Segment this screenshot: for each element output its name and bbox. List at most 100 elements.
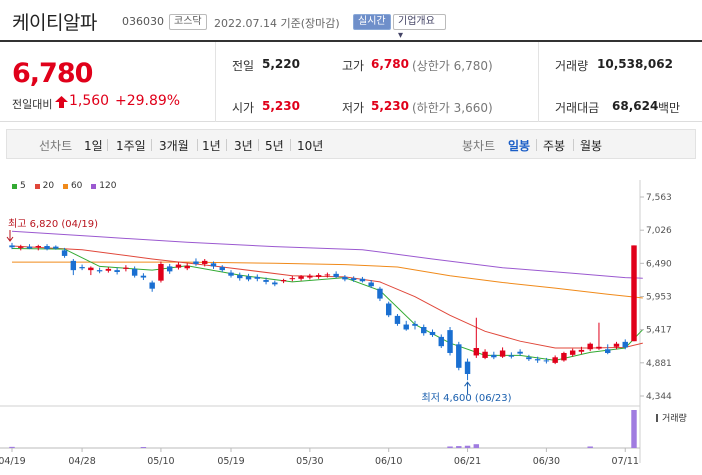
candlestick-chart[interactable]: 7,563 7,026 6,490 5,953 5,417 4,881 4,344 04/1… (0, 180, 702, 475)
candle-body (517, 351, 523, 354)
candle (333, 271, 339, 279)
candle-body (70, 260, 77, 271)
period-5y[interactable]: 5년 (265, 139, 284, 153)
candle-daily[interactable]: 일봉 (508, 139, 531, 153)
candle (622, 339, 628, 350)
period-1w[interactable]: 1주일 (116, 139, 146, 153)
candle (202, 259, 208, 267)
candle (61, 247, 68, 258)
candle-body (385, 303, 392, 316)
candle (184, 263, 190, 271)
x-tick-label: 04/28 (68, 456, 95, 467)
period-3m[interactable]: 3개월 (159, 139, 189, 153)
period-divider (573, 139, 574, 151)
candle-body (464, 361, 471, 374)
ma5-swatch (12, 183, 17, 189)
volume-bars (9, 410, 637, 448)
candle-body (131, 268, 138, 276)
candle (166, 263, 173, 274)
candle (315, 273, 322, 279)
candle (193, 258, 199, 266)
candle (245, 273, 252, 282)
ma60-swatch (62, 183, 68, 189)
candle-body (421, 327, 427, 334)
candle (403, 320, 409, 331)
legend-ma5-label: 5 (20, 181, 26, 191)
candle-body (114, 270, 120, 272)
legend-ma5[interactable]: 5 (12, 181, 26, 191)
lower-limit: (하한가 3,660) (412, 101, 493, 115)
period-1y[interactable]: 1년 (202, 139, 221, 153)
candle-body (429, 331, 436, 336)
candle-weekly[interactable]: 주봉 (543, 139, 566, 153)
volume-bar (473, 444, 480, 448)
chart-annotations: 최고 6,820 (04/19) 최저 4,600 (06/23) 거래량 (6, 218, 687, 424)
chart-period-bar: 선차트 1일 1주일 3개월 1년 3년 5년 10년 봉차트 일봉 주봉 월봉 (6, 129, 696, 159)
candle (605, 344, 611, 355)
candle-body (359, 278, 366, 282)
line-chart-label: 선차트 (39, 139, 73, 153)
ma5-line (11, 248, 644, 361)
candle-body (350, 278, 357, 281)
company-info-dropdown[interactable]: 기업개요 ▾ (393, 14, 446, 41)
candle-body (412, 323, 418, 326)
candle (491, 351, 497, 360)
realtime-button[interactable]: 실시간 (353, 14, 391, 30)
candle-body (508, 355, 515, 357)
volume-bar (456, 446, 462, 448)
candle (158, 261, 164, 283)
candle-monthly[interactable]: 월봉 (580, 139, 603, 153)
candle (219, 265, 225, 272)
up-arrow-icon (55, 96, 68, 108)
volume-value: 10,538,062 (597, 57, 673, 71)
candle-body (526, 357, 532, 360)
candle (123, 265, 129, 272)
candle-body (123, 267, 129, 269)
candle (473, 317, 480, 358)
candle (263, 277, 269, 285)
period-10y[interactable]: 10년 (297, 139, 324, 153)
y-tick-label: 4,881 (646, 359, 672, 369)
candle (44, 244, 50, 251)
period-1d[interactable]: 1일 (84, 139, 103, 153)
volume-label: 거래량 (555, 59, 589, 73)
upper-limit: (상한가 6,780) (412, 59, 493, 73)
candle-body (53, 246, 59, 249)
candle-body (596, 346, 602, 349)
candle (324, 272, 331, 278)
period-divider (258, 139, 259, 151)
y-tick-label: 7,563 (646, 193, 672, 203)
candle-body (9, 245, 15, 248)
period-3y[interactable]: 3년 (234, 139, 253, 153)
candle (412, 320, 418, 330)
x-tick-label: 05/10 (147, 456, 174, 467)
legend-ma20-label: 20 (42, 181, 55, 191)
candle-body (613, 343, 620, 347)
lowest-price-annotation: 최저 4,600 (06/23) (422, 392, 512, 404)
candle-body (333, 273, 339, 277)
candle (350, 276, 357, 282)
candle-body (158, 263, 164, 281)
market-badge: 코스닥 (169, 14, 207, 30)
period-divider (197, 139, 198, 151)
candle (534, 356, 541, 363)
ma20-swatch (34, 183, 40, 189)
period-divider (107, 139, 108, 151)
candle (447, 327, 453, 356)
x-tick-label: 05/30 (296, 456, 323, 467)
legend-ma20[interactable]: 20 (34, 181, 55, 191)
legend-ma60[interactable]: 60 (62, 181, 82, 191)
ma60-line (12, 261, 643, 299)
candle-body (105, 268, 112, 271)
x-tick-label: 06/30 (533, 456, 560, 467)
candle (587, 342, 593, 352)
legend-ma120[interactable]: 120 (91, 181, 116, 191)
candle (105, 267, 112, 273)
candle-body (35, 246, 41, 248)
legend-ma120-label: 120 (99, 181, 117, 191)
candle (508, 352, 515, 359)
ma-legend: 5 20 60 120 (12, 181, 122, 192)
candle (175, 262, 182, 270)
candle-body (578, 349, 585, 352)
candle (88, 266, 94, 276)
